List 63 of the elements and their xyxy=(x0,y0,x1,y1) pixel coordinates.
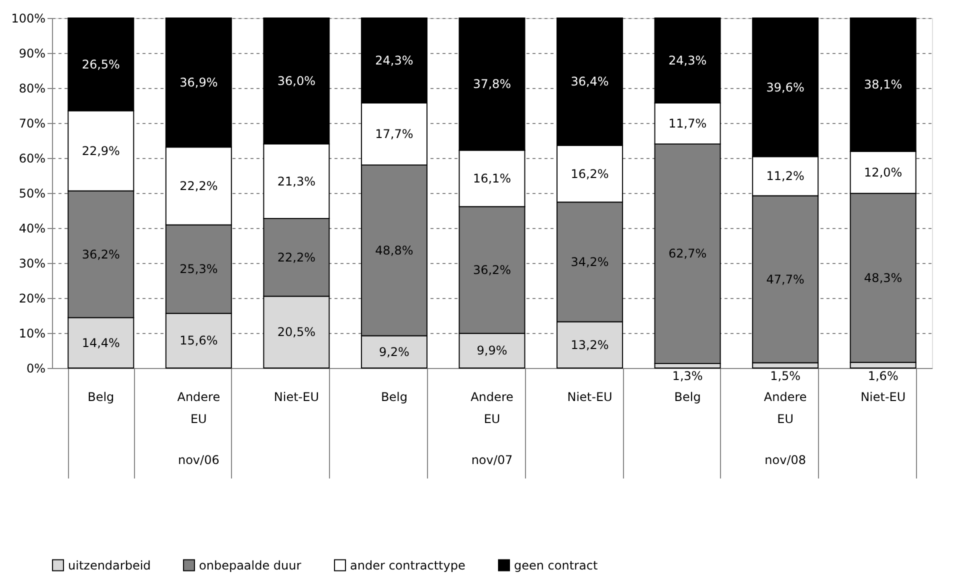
data-label: 22,2% xyxy=(277,250,316,264)
data-label: 11,7% xyxy=(668,116,707,131)
data-label: 13,2% xyxy=(570,338,609,352)
legend-label: onbepaalde duur xyxy=(199,558,302,572)
x-tick-label: Andere EU xyxy=(470,390,514,426)
y-tick-label: 50% xyxy=(18,186,46,200)
data-label: 36,2% xyxy=(82,247,120,262)
legend-label: geen contract xyxy=(514,558,598,572)
y-tick-label: 40% xyxy=(18,222,46,236)
y-tick-label: 70% xyxy=(18,116,46,130)
data-label: 24,3% xyxy=(375,54,414,68)
data-label: 25,3% xyxy=(180,262,218,276)
text: nov/07 xyxy=(471,453,513,467)
data-label: 17,7% xyxy=(375,127,414,142)
y-tick-label: 100% xyxy=(11,12,46,26)
y-tick-label: 60% xyxy=(18,152,46,166)
legend-label: uitzendarbeid xyxy=(68,558,151,572)
y-tick-label: 0% xyxy=(26,362,46,376)
x-tick-label: Belg xyxy=(88,390,114,404)
data-label: 48,8% xyxy=(375,243,414,258)
y-tick-label: 30% xyxy=(18,256,46,270)
data-label: 48,3% xyxy=(864,270,902,285)
x-tick-label: Andere EU xyxy=(177,390,220,426)
data-label: 11,2% xyxy=(766,169,804,184)
y-tick-label: 10% xyxy=(18,326,46,340)
data-label: 36,0% xyxy=(277,74,316,88)
data-label: 22,9% xyxy=(82,144,120,158)
data-label: 22,2% xyxy=(180,179,218,193)
data-label: 9,2% xyxy=(378,344,410,359)
x-tick-label: Niet-EU xyxy=(567,390,612,404)
data-label: 14,4% xyxy=(82,336,120,350)
x-tick-label: Niet-EU xyxy=(274,390,319,404)
x-tick-label: Belg xyxy=(674,390,701,404)
data-label: 24,3% xyxy=(668,54,707,68)
data-label: 26,5% xyxy=(82,57,120,72)
data-label: 47,7% xyxy=(766,272,804,286)
text: nov/06 xyxy=(178,453,220,467)
data-label: 62,7% xyxy=(668,246,707,261)
data-label: 21,3% xyxy=(277,174,316,188)
legend-label: ander contracttype xyxy=(350,558,466,572)
data-label: 37,8% xyxy=(472,77,512,92)
y-tick-label: 90% xyxy=(18,46,46,60)
data-label: 1,3% xyxy=(672,369,703,383)
x-tick-label: Andere EU xyxy=(764,390,807,426)
data-label: 16,2% xyxy=(570,166,609,181)
data-label: 39,6% xyxy=(766,80,804,94)
data-label: 36,2% xyxy=(472,263,512,277)
data-label: 16,1% xyxy=(472,171,512,186)
x-tick-label: Niet-EU xyxy=(860,390,906,404)
data-label: 34,2% xyxy=(570,254,609,269)
data-label: 36,4% xyxy=(570,74,609,89)
data-label: 20,5% xyxy=(277,325,316,340)
data-label: 1,5% xyxy=(770,369,801,383)
y-tick-label: 20% xyxy=(18,292,46,306)
x-tick-label: Belg xyxy=(380,390,408,404)
y-tick-label: 80% xyxy=(18,82,46,96)
data-label: 12,0% xyxy=(864,165,902,180)
data-label: 36,9% xyxy=(180,76,218,90)
data-label: 9,9% xyxy=(476,344,508,358)
data-label: 38,1% xyxy=(864,78,902,92)
text: nov/08 xyxy=(764,453,806,467)
data-label: 15,6% xyxy=(180,334,218,348)
data-label: 1,6% xyxy=(868,369,898,383)
